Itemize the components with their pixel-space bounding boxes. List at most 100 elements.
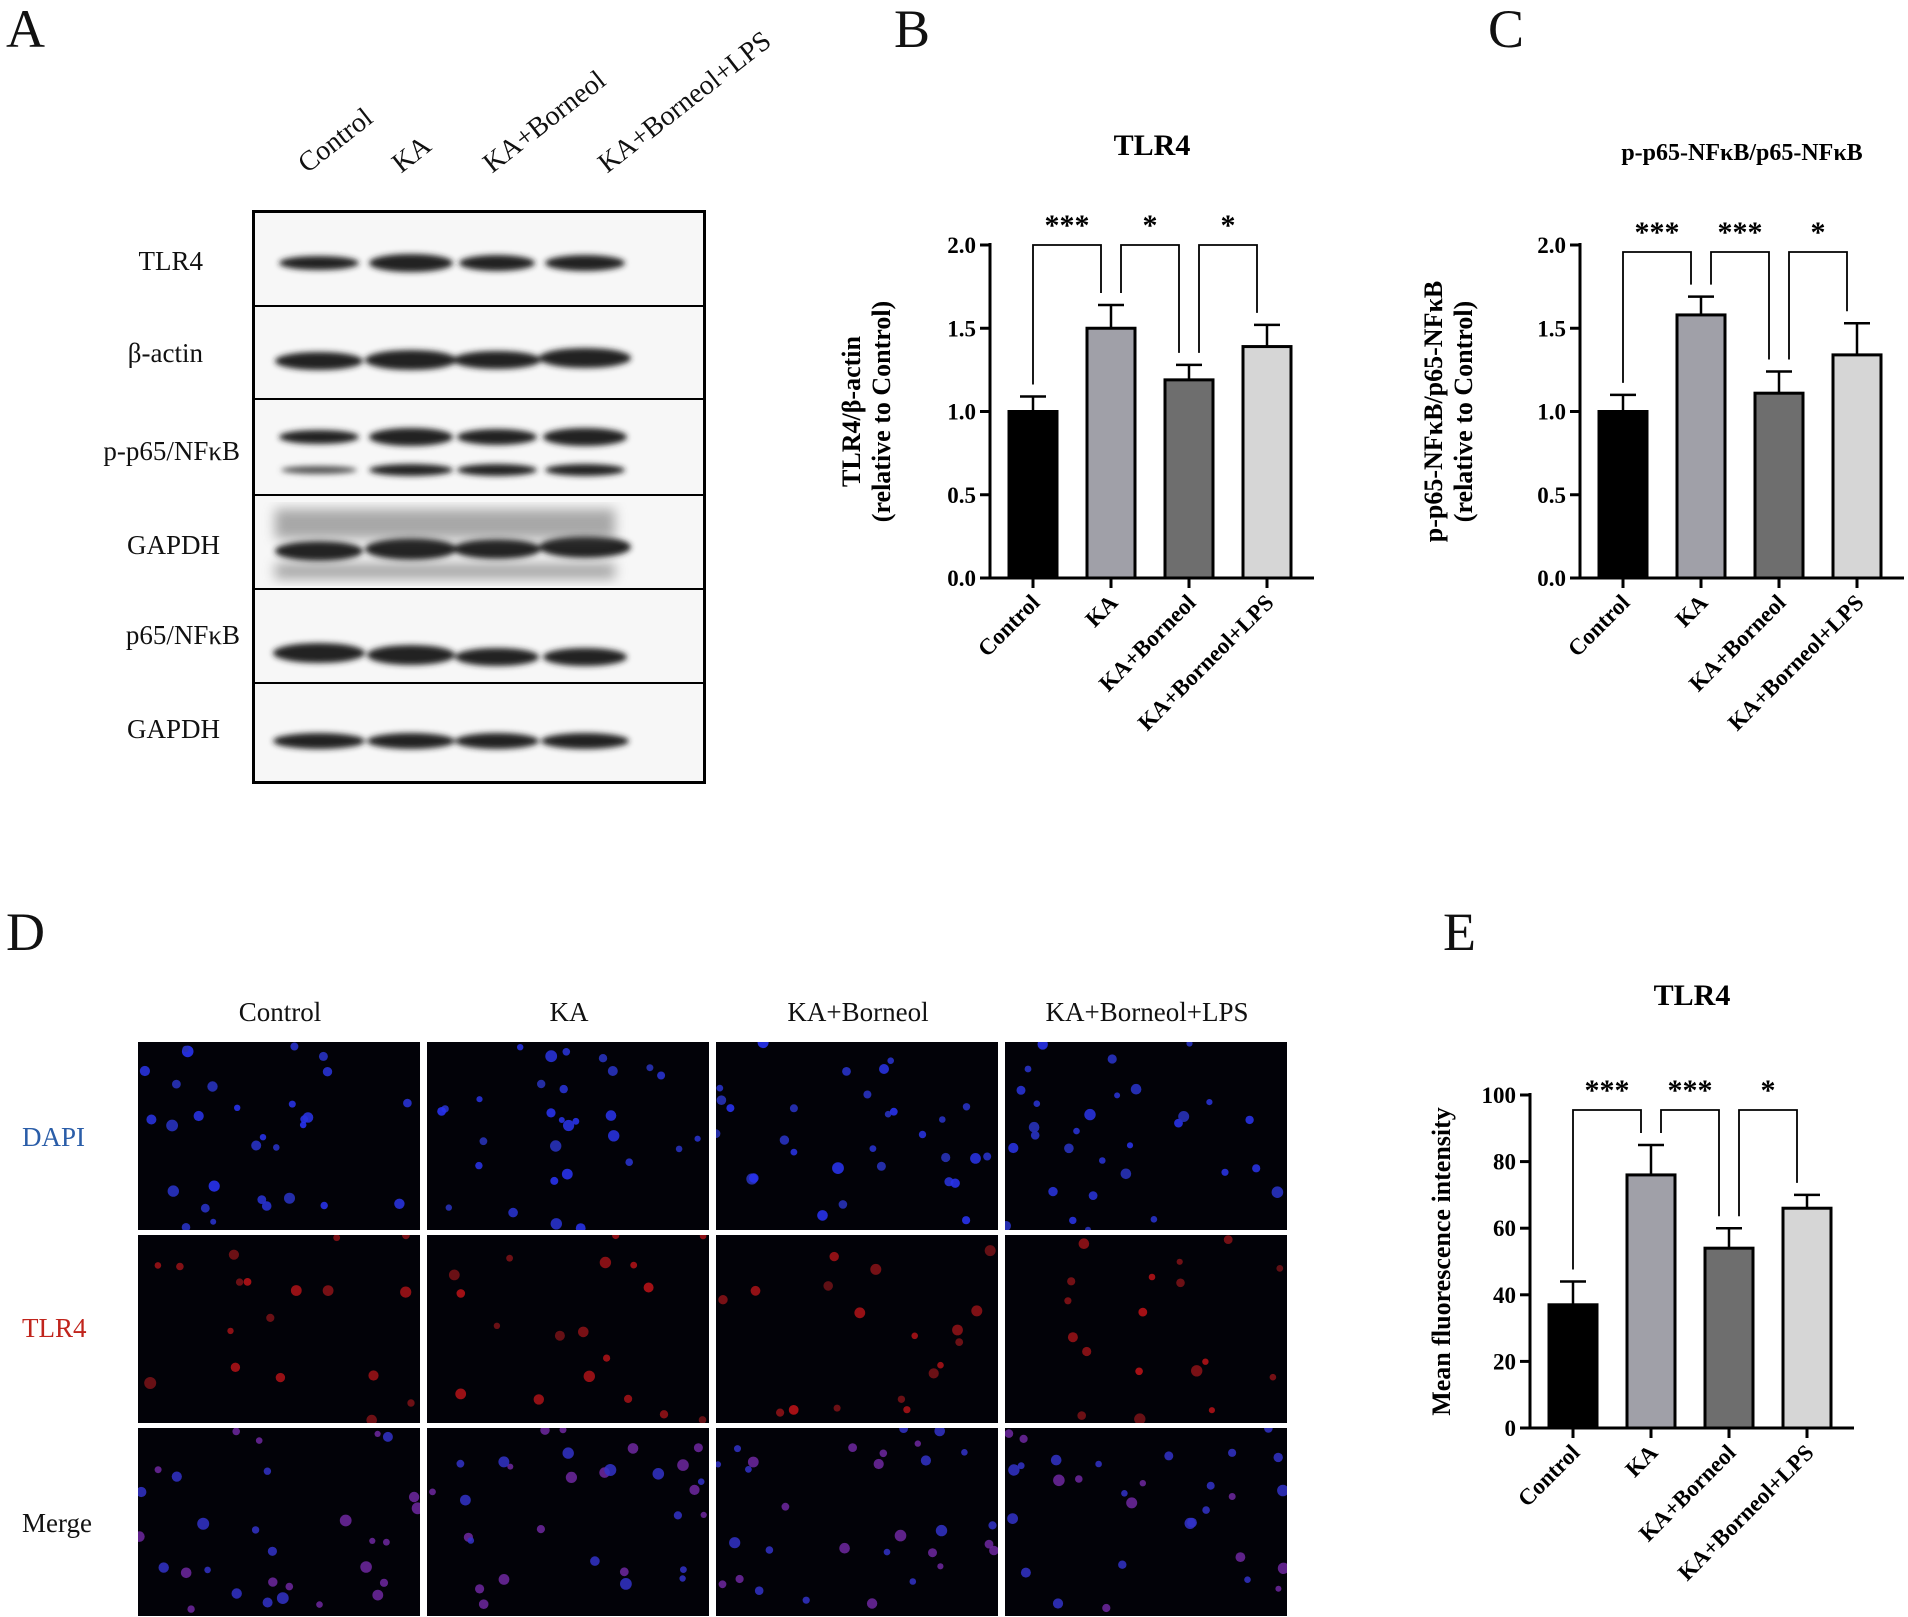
bar (1163, 378, 1215, 580)
ihc-row-merge: Merge (22, 1508, 92, 1538)
bar (1547, 1303, 1599, 1430)
micrograph-tlr4-2 (427, 1235, 709, 1423)
significance-bracket (1738, 1109, 1798, 1217)
y-tick-label: 80 (1493, 1150, 1516, 1175)
blot-frame (252, 210, 706, 784)
ihc-column-control: Control (238, 997, 322, 1027)
micrograph-tlr4-4 (1005, 1235, 1287, 1423)
significance-bracket (1198, 244, 1258, 353)
bar (1831, 353, 1883, 580)
ihc-row-dapi: DAPI (22, 1122, 86, 1152)
x-tick-label: KA (1620, 1440, 1662, 1482)
micrograph-tlr4-1 (138, 1235, 420, 1423)
ihc-column-ka-borneol: KA+Borneol (787, 997, 929, 1027)
significance-label: *** (1635, 216, 1680, 249)
y-tick-label: 0.0 (947, 566, 976, 591)
bar (1781, 1206, 1833, 1430)
bar (1675, 313, 1727, 580)
lane-label-ka-borneol-lps: KA+Borneol+LPS (592, 25, 778, 180)
lane-label-control: Control (292, 102, 379, 180)
y-tick-label: 1.5 (1537, 316, 1566, 341)
micrograph-dapi-3 (716, 1042, 998, 1230)
bar (1085, 326, 1137, 580)
x-tick-label: KA+Borneol+LPS (1723, 590, 1869, 736)
blot-label-p-p65: p-p65/NFκB (103, 436, 240, 466)
blot-label-p65: p65/NFκB (125, 620, 240, 650)
x-tick-label: Control (1513, 1440, 1585, 1512)
bar-chart-tlr4-western: TLR4 TLR4/β-actin (relative to Control) 0.0… (837, 129, 1314, 736)
chart-title: TLR4 (1114, 129, 1191, 162)
y-axis-label: Mean fluorescence intensity (1427, 1107, 1456, 1416)
significance-label: * (1143, 209, 1158, 242)
y-tick-label: 100 (1482, 1083, 1517, 1108)
x-tick-label: KA+Borneol+LPS (1673, 1440, 1819, 1586)
micrograph-dapi-2 (427, 1042, 709, 1230)
micrograph-merge-4 (1005, 1428, 1287, 1616)
x-tick-label: KA+Borneol+LPS (1133, 590, 1279, 736)
chart-title: p-p65-NFκB/p65-NFκB (1621, 140, 1862, 166)
significance-label: * (1811, 216, 1826, 249)
bar-chart-tlr4-fluorescence: TLR4 Mean fluorescence intensity 0 20 40 60 80… (1427, 979, 1854, 1586)
significance-label: *** (1668, 1074, 1713, 1107)
x-tick-label: KA (1080, 590, 1122, 632)
micrograph-merge-1 (138, 1428, 420, 1616)
micrograph-dapi-4 (1005, 1042, 1287, 1230)
significance-label: * (1761, 1074, 1776, 1107)
ihc-row-tlr4: TLR4 (22, 1313, 87, 1343)
y-tick-label: 0 (1505, 1416, 1517, 1441)
micrograph-tlr4-3 (716, 1235, 998, 1423)
bar (1597, 410, 1649, 580)
y-tick-label: 1.5 (947, 316, 976, 341)
significance-bracket (1622, 251, 1692, 383)
blot-image (255, 213, 703, 781)
lane-label-ka: KA (386, 129, 438, 180)
significance-bracket (1032, 244, 1102, 385)
significance-bracket (1660, 1109, 1720, 1217)
y-tick-label: 20 (1493, 1349, 1516, 1374)
significance-label: *** (1718, 216, 1763, 249)
significance-bracket (1120, 244, 1180, 353)
blot-label-tlr4: TLR4 (138, 246, 204, 276)
significance-label: *** (1045, 209, 1090, 242)
significance-bracket (1572, 1109, 1642, 1270)
bar (1753, 391, 1805, 580)
micrograph-dapi-1 (138, 1042, 420, 1230)
y-axis-label: (relative to Control) (1449, 301, 1478, 522)
x-tick-label: Control (973, 590, 1045, 662)
y-tick-label: 2.0 (947, 233, 976, 258)
y-tick-label: 60 (1493, 1216, 1516, 1241)
bar (1625, 1173, 1677, 1430)
y-axis-label: p-p65-NFκB/p65-NFκB (1420, 281, 1448, 542)
bar (1241, 345, 1293, 580)
y-axis-label: (relative to Control) (867, 301, 896, 522)
bar (1007, 410, 1059, 580)
panel-letter-b: B (894, 0, 931, 59)
significance-label: *** (1585, 1074, 1630, 1107)
x-tick-label: Control (1563, 590, 1635, 662)
micrograph-merge-3 (716, 1428, 998, 1616)
ihc-column-ka-borneol-lps: KA+Borneol+LPS (1045, 997, 1249, 1027)
panel-letter-e: E (1443, 902, 1476, 962)
y-tick-label: 2.0 (1537, 233, 1566, 258)
y-tick-label: 0.5 (947, 483, 976, 508)
x-tick-label: KA (1670, 590, 1712, 632)
significance-label: * (1221, 209, 1236, 242)
y-tick-label: 40 (1493, 1283, 1516, 1308)
blot-label-gapdh-1: GAPDH (126, 530, 220, 560)
blot-label-beta-actin: β-actin (127, 338, 203, 368)
y-tick-label: 0.0 (1537, 566, 1566, 591)
significance-bracket (1788, 251, 1848, 360)
lane-label-ka-borneol: KA+Borneol (477, 64, 612, 180)
bar (1703, 1246, 1755, 1430)
chart-title: TLR4 (1654, 979, 1731, 1012)
significance-bracket (1710, 251, 1770, 360)
blot-label-gapdh-2: GAPDH (126, 714, 220, 744)
micrograph-merge-2 (427, 1428, 709, 1616)
y-tick-label: 1.0 (1537, 400, 1566, 425)
y-tick-label: 1.0 (947, 400, 976, 425)
panel-letter-a: A (6, 0, 45, 59)
y-axis-label: TLR4/β-actin (837, 335, 866, 486)
panel-letter-d: D (6, 902, 45, 962)
panel-letter-c: C (1488, 0, 1525, 59)
